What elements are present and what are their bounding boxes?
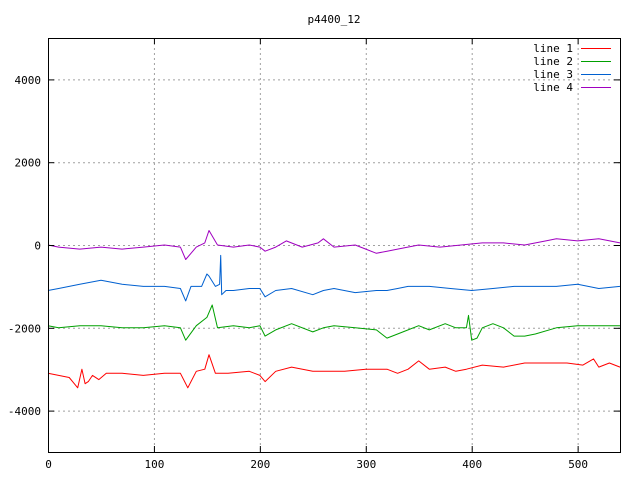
x-tick-label: 0 xyxy=(45,458,52,471)
x-tick-label: 400 xyxy=(462,458,482,471)
x-tick-label: 500 xyxy=(568,458,588,471)
series-line-3 xyxy=(47,254,621,302)
x-tick-label: 300 xyxy=(356,458,376,471)
grid xyxy=(48,38,620,452)
x-tick-label: 100 xyxy=(144,458,164,471)
y-tick-label: -2000 xyxy=(8,322,41,335)
series-line-2 xyxy=(47,304,620,341)
y-tick-label: 2000 xyxy=(15,157,42,170)
legend-label: line 1 xyxy=(533,42,573,55)
plot-lines xyxy=(47,230,621,389)
y-tick-label: 0 xyxy=(34,240,41,253)
series-line-1 xyxy=(47,354,621,389)
chart-title: p4400_12 xyxy=(308,13,361,26)
legend-label: line 2 xyxy=(533,55,573,68)
series-line-4 xyxy=(47,230,621,260)
x-tick-label: 200 xyxy=(250,458,270,471)
legend-label: line 4 xyxy=(533,81,573,94)
axis-ticks: 0 100 200 300 400 500 -4000 -2000 0 2000 4000 xyxy=(8,38,620,471)
legend-label: line 3 xyxy=(533,68,573,81)
y-tick-label: 4000 xyxy=(15,74,42,87)
y-tick-label: -4000 xyxy=(8,405,41,418)
